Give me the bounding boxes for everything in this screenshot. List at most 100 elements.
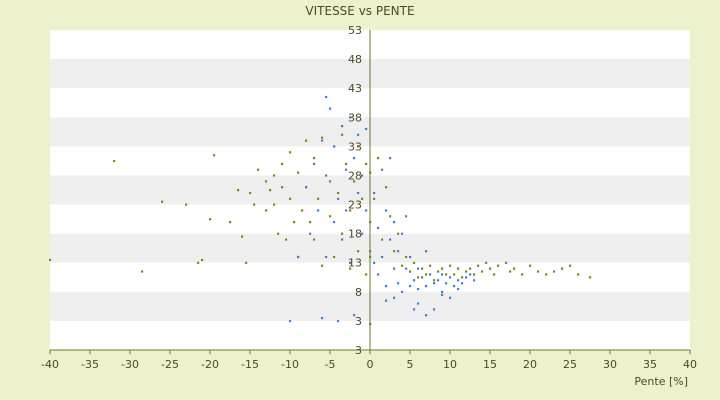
data-point bbox=[509, 270, 512, 273]
data-point bbox=[425, 273, 428, 276]
data-point bbox=[293, 221, 296, 224]
data-point bbox=[429, 273, 432, 276]
x-tick-label: -5 bbox=[325, 358, 336, 371]
x-tick-label: -10 bbox=[281, 358, 299, 371]
data-point bbox=[545, 273, 548, 276]
data-point bbox=[365, 209, 368, 212]
data-point bbox=[285, 238, 288, 241]
data-point bbox=[397, 282, 400, 285]
data-point bbox=[453, 273, 456, 276]
data-point bbox=[273, 174, 276, 177]
data-point bbox=[325, 255, 328, 259]
data-point bbox=[445, 273, 448, 276]
y-tick-label: 28 bbox=[348, 169, 362, 182]
data-point bbox=[457, 267, 460, 270]
data-point bbox=[449, 264, 452, 267]
data-point bbox=[469, 273, 472, 276]
data-point bbox=[437, 279, 440, 282]
data-point bbox=[441, 293, 444, 296]
data-point bbox=[385, 285, 388, 288]
data-point bbox=[425, 314, 428, 317]
data-point bbox=[385, 299, 388, 302]
data-point bbox=[397, 232, 400, 235]
data-point bbox=[377, 273, 380, 276]
data-point bbox=[329, 107, 332, 110]
data-point bbox=[341, 232, 344, 235]
data-point bbox=[289, 319, 292, 323]
data-point bbox=[297, 171, 300, 174]
data-point bbox=[325, 95, 328, 99]
data-point bbox=[377, 226, 380, 230]
data-point bbox=[417, 287, 420, 291]
data-point bbox=[389, 215, 392, 218]
x-tick-label: -20 bbox=[201, 358, 219, 371]
data-point bbox=[405, 255, 408, 259]
data-point bbox=[309, 232, 312, 235]
data-point bbox=[305, 139, 308, 142]
data-point bbox=[397, 250, 400, 253]
data-point bbox=[569, 264, 572, 267]
data-point bbox=[481, 270, 484, 273]
data-point bbox=[361, 232, 364, 235]
data-point bbox=[409, 270, 412, 273]
data-point bbox=[453, 285, 456, 288]
data-point bbox=[373, 261, 376, 264]
data-point bbox=[277, 232, 280, 235]
data-point bbox=[409, 255, 412, 259]
data-point bbox=[321, 264, 324, 267]
data-point bbox=[289, 151, 292, 154]
data-point bbox=[413, 308, 416, 311]
data-point bbox=[441, 267, 444, 270]
data-point bbox=[305, 186, 308, 189]
data-point bbox=[333, 255, 336, 259]
data-point bbox=[345, 209, 348, 212]
data-point bbox=[393, 221, 396, 224]
data-point bbox=[273, 203, 276, 206]
y-tick-label: 43 bbox=[348, 82, 362, 95]
data-point bbox=[317, 209, 320, 212]
data-point bbox=[353, 314, 356, 317]
data-point bbox=[485, 261, 488, 264]
data-point bbox=[465, 270, 468, 273]
x-tick-label: 20 bbox=[523, 358, 537, 371]
x-tick-label: 30 bbox=[603, 358, 617, 371]
data-point bbox=[473, 273, 476, 276]
data-point bbox=[421, 267, 424, 270]
data-point bbox=[349, 116, 352, 119]
data-point bbox=[409, 285, 412, 288]
data-point bbox=[401, 290, 404, 294]
data-point bbox=[457, 287, 460, 291]
x-tick-label: 35 bbox=[643, 358, 657, 371]
data-point bbox=[249, 191, 252, 195]
data-point bbox=[253, 203, 256, 206]
data-point bbox=[417, 302, 420, 305]
data-point bbox=[393, 296, 396, 299]
y-tick-label: 53 bbox=[348, 24, 362, 37]
data-point bbox=[281, 162, 284, 166]
data-point bbox=[329, 180, 332, 183]
x-tick-labels: -40 -35 -30 -25 -20 -15 -10 -5 0 5 10 15 20 25 30 35 40 bbox=[41, 350, 697, 371]
y-tick-label: 48 bbox=[348, 53, 362, 66]
data-point bbox=[209, 218, 212, 221]
data-point bbox=[505, 261, 508, 264]
y-tick-label: 23 bbox=[348, 199, 362, 212]
data-point bbox=[289, 197, 292, 200]
data-point bbox=[445, 282, 448, 285]
data-point bbox=[161, 200, 164, 203]
data-point bbox=[333, 145, 336, 148]
data-point bbox=[417, 267, 420, 270]
data-point bbox=[141, 270, 144, 273]
x-tick-label: 40 bbox=[683, 358, 697, 371]
data-point bbox=[353, 180, 356, 183]
data-point bbox=[461, 282, 464, 285]
data-point bbox=[345, 168, 348, 171]
data-point bbox=[365, 273, 368, 276]
data-point bbox=[333, 221, 336, 224]
data-point bbox=[393, 250, 396, 253]
data-point bbox=[405, 267, 408, 270]
chart-title: VITESSE vs PENTE bbox=[305, 4, 414, 18]
x-tick-label: -40 bbox=[41, 358, 59, 371]
data-point bbox=[353, 157, 356, 160]
data-point bbox=[389, 157, 392, 160]
data-point bbox=[529, 264, 532, 267]
